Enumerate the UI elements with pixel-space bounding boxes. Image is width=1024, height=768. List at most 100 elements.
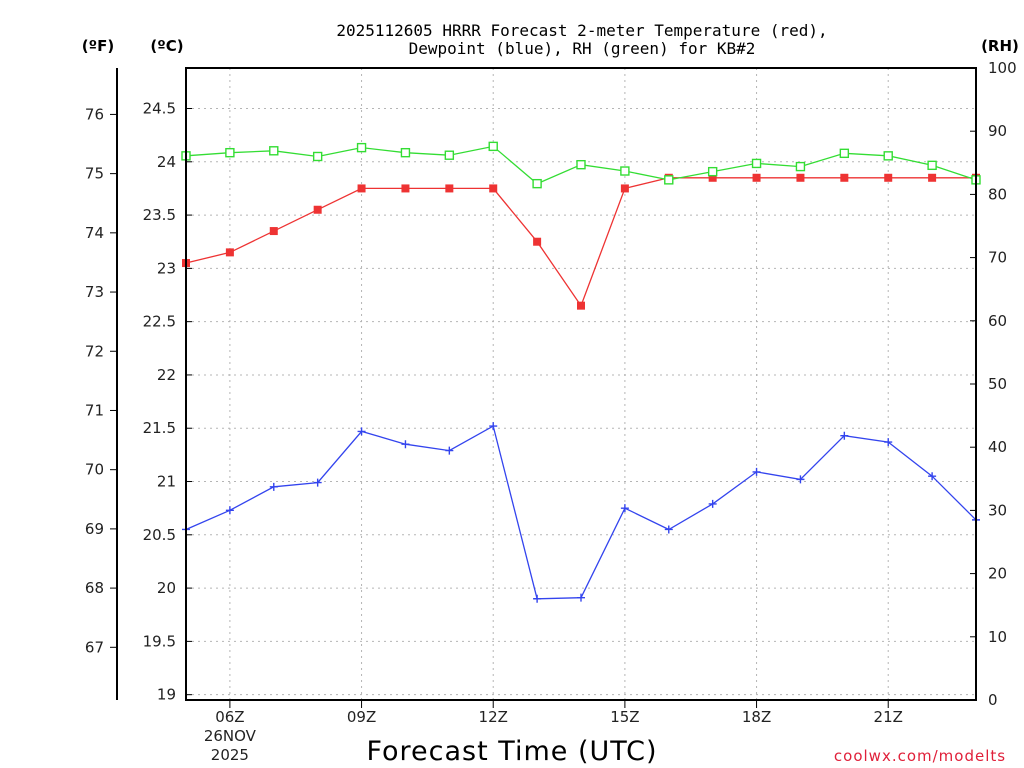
rh-tick-label: 70	[988, 249, 1007, 267]
temperature-point	[489, 184, 498, 193]
rh-point	[269, 146, 279, 156]
rh-tick-label: 80	[988, 185, 1007, 203]
rh-point	[532, 178, 542, 189]
rh-point	[225, 147, 235, 158]
rh-point	[488, 141, 498, 152]
x-axis-label: Forecast Time (UTC)	[366, 736, 657, 767]
dewpoint-point	[796, 475, 805, 484]
dewpoint-point	[752, 467, 761, 476]
chart-title-line-1: 2025112605 HRRR Forecast 2-meter Tempera…	[336, 21, 827, 40]
temperature-point	[796, 173, 805, 182]
celsius-tick-label: 20.5	[143, 526, 176, 544]
temperature-point	[577, 301, 585, 310]
dewpoint-point	[225, 506, 234, 515]
fahrenheit-tick-label: 72	[85, 342, 104, 360]
celsius-tick-label: 24	[157, 153, 176, 171]
celsius-tick-label: 20	[157, 579, 176, 597]
dewpoint-point	[313, 478, 322, 487]
dewpoint-point	[533, 594, 542, 603]
celsius-tick-label: 23	[157, 259, 176, 277]
rh-tick-label: 40	[988, 438, 1007, 456]
celsius-tick-label: 22	[157, 366, 176, 384]
temperature-point	[313, 205, 322, 214]
temperature-point	[225, 248, 234, 257]
rh-tick-label: 50	[988, 375, 1007, 393]
celsius-tick-label: 21.5	[143, 419, 176, 437]
chart-title: 2025112605 HRRR Forecast 2-meter Tempera…	[336, 21, 827, 58]
celsius-tick-label: 19	[157, 686, 176, 704]
rh-point	[883, 151, 893, 161]
x-tick-label: 18Z	[742, 708, 771, 726]
rh-point	[707, 166, 718, 177]
dewpoint-point	[664, 525, 673, 534]
dewpoint-point	[620, 504, 629, 513]
dewpoint-line	[185, 425, 977, 600]
celsius-tick-label: 23.5	[143, 206, 176, 224]
fahrenheit-tick-label: 68	[85, 579, 104, 597]
dewpoint-point	[489, 422, 498, 431]
rh-tick-label: 20	[988, 565, 1007, 583]
rh-tick-label: 0	[988, 691, 998, 709]
rh-series	[181, 141, 981, 189]
temperature-point	[269, 227, 278, 236]
celsius-tick-label: 21	[157, 473, 176, 491]
rh-point	[839, 148, 850, 159]
temperature-point	[928, 173, 937, 182]
celsius-unit-label: (ºC)	[150, 37, 183, 55]
rh-unit-label: (RH)	[981, 37, 1019, 55]
temperature-point	[533, 237, 542, 246]
rh-point	[400, 147, 411, 158]
fahrenheit-tick-label: 69	[85, 520, 104, 538]
temperature-series	[182, 173, 980, 310]
x-tick-year: 2025	[211, 746, 249, 764]
chart-title-line-2: Dewpoint (blue), RH (green) for KB#2	[409, 39, 756, 58]
temperature-point	[840, 173, 849, 182]
rh-tick-label: 100	[988, 59, 1017, 77]
dewpoint-point	[445, 446, 454, 455]
rh-point	[312, 151, 323, 162]
dewpoint-point	[401, 440, 410, 449]
temperature-line	[185, 177, 976, 308]
x-tick-label: 21Z	[874, 708, 903, 726]
dewpoint-point	[357, 427, 366, 436]
rh-tick-label: 30	[988, 501, 1007, 519]
celsius-tick-label: 19.5	[143, 632, 176, 650]
rh-tick-label: 60	[988, 312, 1007, 330]
rh-point	[356, 142, 367, 153]
temperature-point	[884, 173, 893, 182]
dewpoint-point	[928, 472, 937, 481]
fahrenheit-tick-label: 74	[85, 224, 104, 242]
temperature-point	[401, 184, 410, 193]
dewpoint-point	[577, 593, 585, 602]
dewpoint-series	[182, 422, 980, 603]
series-layer	[181, 141, 981, 603]
rh-point	[751, 158, 762, 169]
temperature-point	[445, 184, 454, 193]
fahrenheit-tick-label: 67	[85, 638, 104, 656]
temperature-point	[357, 184, 366, 193]
dewpoint-point	[708, 499, 717, 508]
rh-point	[444, 150, 455, 160]
x-tick-date: 26NOV	[204, 727, 257, 745]
rh-point	[664, 175, 674, 185]
credit-label: coolwx.com/modelts	[834, 747, 1006, 765]
dewpoint-point	[884, 438, 893, 447]
fahrenheit-tick-label: 76	[85, 105, 104, 123]
axes: 19 19.5 20 20.5 21 21.5 22 22.5 23 23.5 24 24.5 67 68…	[85, 59, 1017, 764]
fahrenheit-tick-label: 70	[85, 461, 104, 479]
temperature-point	[708, 173, 717, 182]
rh-tick-label: 90	[988, 122, 1007, 140]
rh-tick-label: 10	[988, 628, 1007, 646]
fahrenheit-tick-label: 75	[85, 165, 104, 183]
celsius-tick-label: 22.5	[143, 313, 176, 331]
x-tick-label: 06Z	[215, 708, 244, 726]
plot-frame	[185, 67, 977, 701]
rh-point	[576, 159, 586, 170]
rh-point	[927, 160, 937, 171]
x-tick-label: 09Z	[347, 708, 376, 726]
dewpoint-point	[269, 482, 278, 491]
rh-point	[620, 166, 630, 176]
fahrenheit-tick-label: 71	[85, 401, 104, 419]
x-tick-label: 12Z	[479, 708, 508, 726]
x-tick-label: 15Z	[610, 708, 639, 726]
